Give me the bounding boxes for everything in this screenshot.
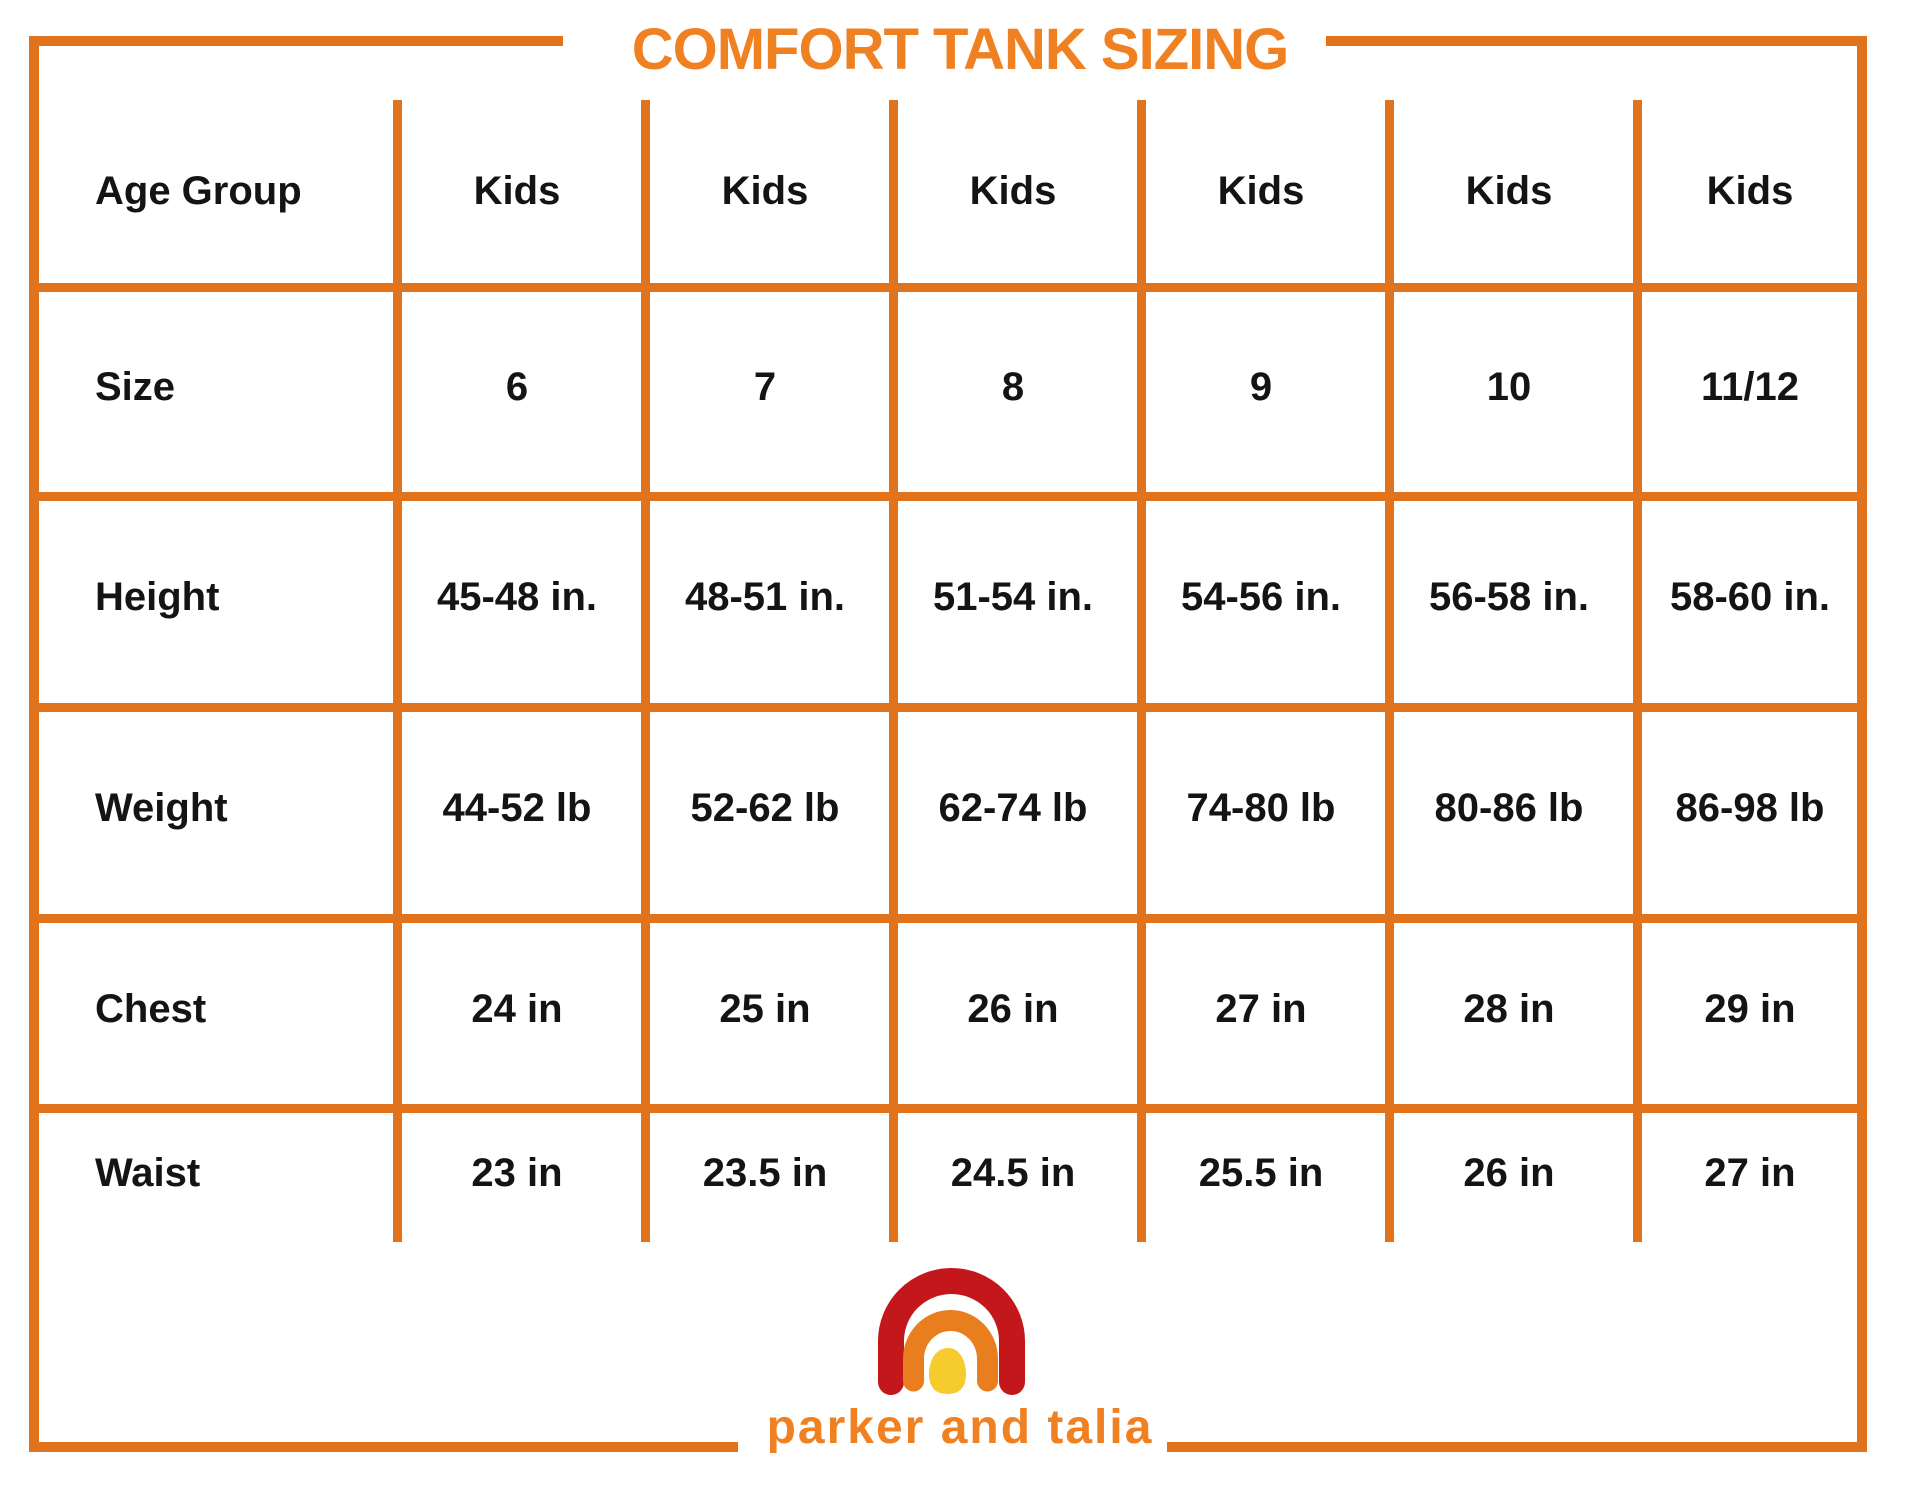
cell-height-col2: 48-51 in.: [684, 575, 846, 619]
cell-size-col6: 11/12: [1701, 365, 1799, 409]
cell-age-group-col1: Kids: [473, 169, 561, 213]
brand-name: parker and talia: [766, 1401, 1154, 1454]
cell-age-group-col5: Kids: [1465, 169, 1553, 213]
cell-chest-col2: 25 in: [719, 986, 811, 1031]
cell-weight-col4: 74-80 lb: [1186, 786, 1336, 830]
row-grid-line: [29, 703, 1867, 712]
cell-height-col4: 54-56 in.: [1180, 575, 1342, 619]
rainbow-logo-icon: [878, 1268, 1025, 1395]
cell-age-group-col4: Kids: [1217, 169, 1305, 213]
frame-border-bottom-left: [29, 1442, 738, 1452]
page-title: COMFORT TANK SIZING: [631, 17, 1290, 82]
cell-waist-col2: 23.5 in: [702, 1150, 828, 1195]
cell-waist-col4: 25.5 in: [1198, 1150, 1324, 1195]
cell-size-col4: 9: [1249, 365, 1273, 409]
frame-border-top-right: [1326, 36, 1867, 46]
cell-size-col5: 10: [1486, 365, 1532, 409]
cell-age-group-col3: Kids: [969, 169, 1057, 213]
column-grid-line: [641, 100, 650, 1242]
cell-weight-col3: 62-74 lb: [938, 786, 1088, 830]
cell-size-col3: 8: [1001, 365, 1025, 409]
column-grid-line: [1137, 100, 1146, 1242]
cell-age-group-col6: Kids: [1706, 169, 1794, 213]
frame-border-right: [1857, 36, 1867, 1452]
row-label-height: Height: [95, 575, 220, 619]
row-label-chest: Chest: [95, 986, 207, 1031]
cell-weight-col2: 52-62 lb: [690, 786, 840, 830]
cell-size-col1: 6: [505, 365, 529, 409]
cell-height-col5: 56-58 in.: [1428, 575, 1590, 619]
cell-weight-col5: 80-86 lb: [1434, 786, 1584, 830]
cell-chest-col5: 28 in: [1463, 986, 1555, 1031]
row-grid-line: [29, 914, 1867, 923]
cell-age-group-col2: Kids: [721, 169, 809, 213]
frame-border-left: [29, 36, 39, 1452]
cell-waist-col3: 24.5 in: [950, 1150, 1076, 1195]
row-label-waist: Waist: [95, 1150, 201, 1195]
cell-height-col3: 51-54 in.: [932, 575, 1094, 619]
rainbow-outer-arc: [878, 1268, 1025, 1395]
column-grid-line: [889, 100, 898, 1242]
cell-waist-col5: 26 in: [1463, 1150, 1555, 1195]
rainbow-inner-blob: [929, 1347, 966, 1394]
cell-waist-col1: 23 in: [471, 1150, 563, 1195]
cell-chest-col6: 29 in: [1704, 986, 1796, 1031]
cell-height-col6: 58-60 in.: [1669, 575, 1831, 619]
cell-chest-col4: 27 in: [1215, 986, 1307, 1031]
frame-border-bottom-right: [1167, 1442, 1867, 1452]
cell-weight-col1: 44-52 lb: [442, 786, 592, 830]
column-grid-line: [393, 100, 402, 1242]
column-grid-line: [1633, 100, 1642, 1242]
row-label-size: Size: [95, 365, 176, 409]
rainbow-middle-arc: [903, 1310, 998, 1392]
row-grid-line: [29, 1104, 1867, 1113]
cell-height-col1: 45-48 in.: [436, 575, 598, 619]
row-label-weight: Weight: [95, 786, 228, 830]
cell-weight-col6: 86-98 lb: [1675, 786, 1825, 830]
cell-chest-col1: 24 in: [471, 986, 563, 1031]
column-grid-line: [1385, 100, 1394, 1242]
cell-chest-col3: 26 in: [967, 986, 1059, 1031]
row-grid-line: [29, 492, 1867, 501]
row-grid-line: [29, 283, 1867, 292]
cell-size-col2: 7: [753, 365, 777, 409]
row-label-age-group: Age Group: [95, 169, 302, 213]
frame-border-top-left: [29, 36, 563, 46]
cell-waist-col6: 27 in: [1704, 1150, 1796, 1195]
